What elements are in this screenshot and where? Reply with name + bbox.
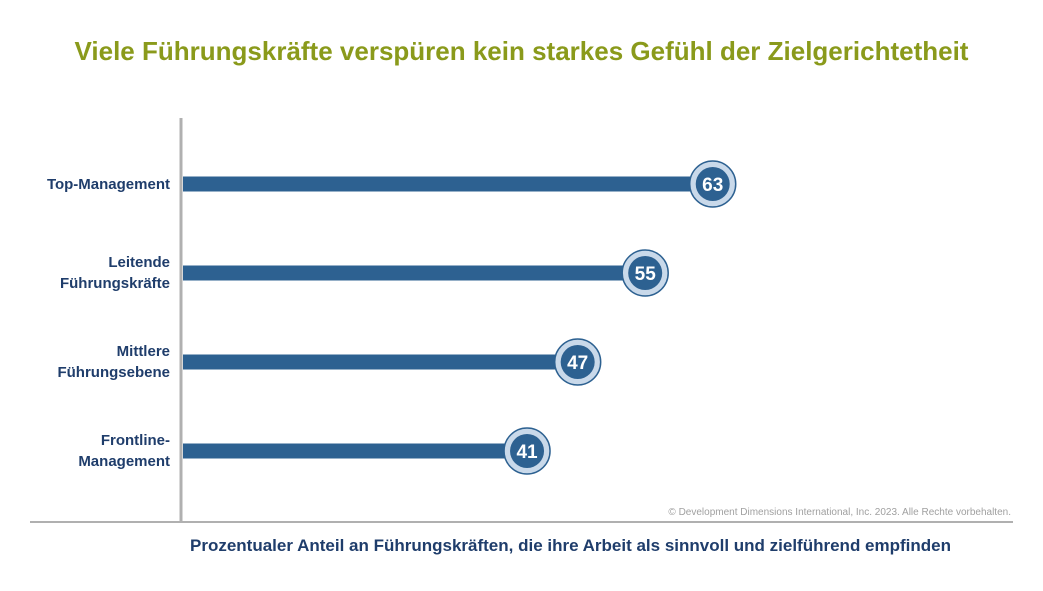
bar — [183, 176, 713, 192]
category-label: Top-Management — [0, 174, 170, 195]
category-label: Frontline- Management — [0, 430, 170, 472]
category-label-line: Management — [78, 453, 170, 470]
bar — [183, 443, 528, 459]
value-badge — [628, 256, 663, 290]
value-badge — [560, 345, 595, 379]
value-badge — [695, 167, 730, 201]
category-label-line: Leitende — [108, 254, 170, 271]
data-label: 41 — [516, 442, 538, 463]
data-label: 47 — [567, 353, 588, 374]
data-label: 55 — [635, 264, 657, 285]
bar — [183, 354, 578, 370]
copyright-notice: © Development Dimensions International, … — [668, 507, 1011, 518]
x-axis-label: Prozentualer Anteil an Führungskräften, … — [190, 536, 951, 555]
category-label: Leitende Führungskräfte — [0, 252, 170, 294]
value-badge — [510, 434, 545, 468]
category-label-line: Top-Management — [46, 175, 170, 193]
category-label-line: Führungskräfte — [59, 275, 170, 292]
data-label: 63 — [702, 175, 723, 196]
bars-group: 63 55 47 41 — [183, 160, 737, 475]
chart-title: Viele Führungskräfte verspüren kein star… — [74, 36, 969, 66]
category-label: Mittlere Führungsebene — [0, 341, 170, 383]
category-label-line: Führungsebene — [57, 364, 170, 381]
category-label-line: Mittlere — [116, 343, 170, 360]
category-label-line: Frontline- — [100, 432, 170, 449]
bar — [183, 265, 646, 281]
